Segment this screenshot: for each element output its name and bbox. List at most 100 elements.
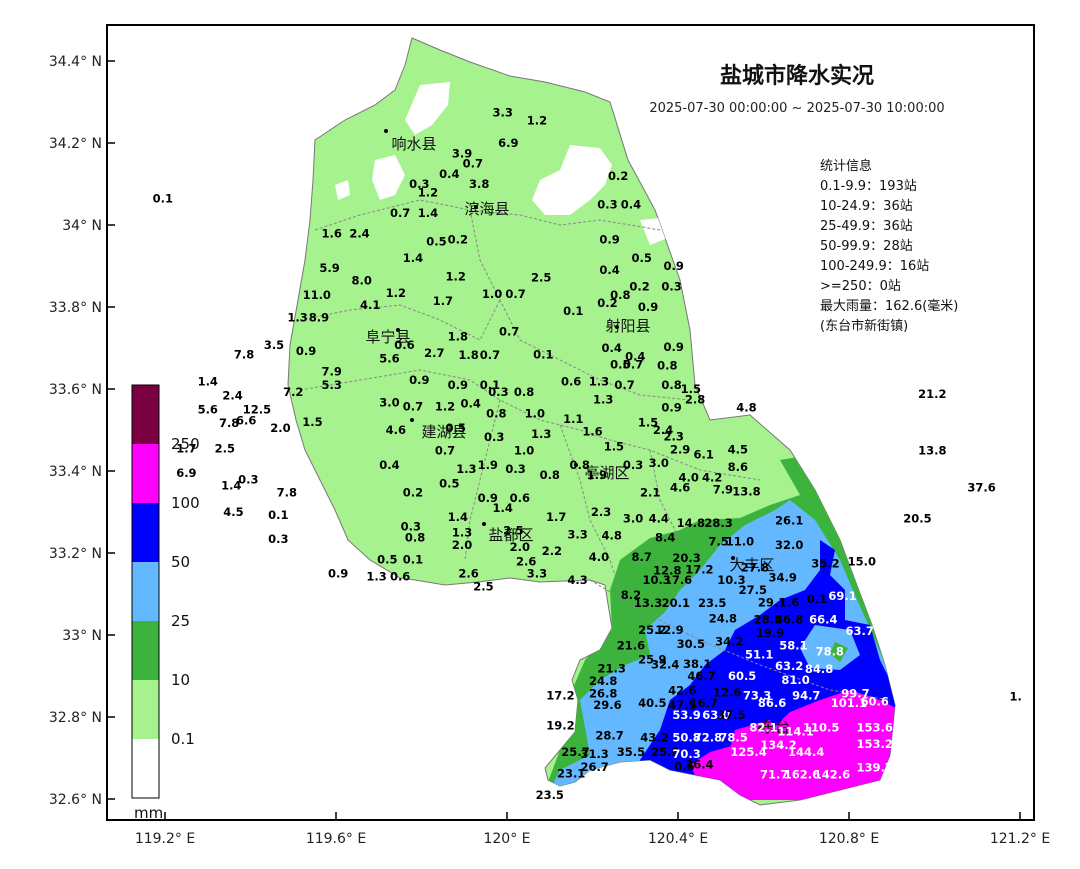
county-seat-dot — [574, 463, 578, 467]
station-value: 50.8 — [672, 731, 700, 745]
station-value: 1.0 — [525, 407, 545, 421]
station-value: 6.9 — [498, 136, 518, 150]
station-value: 5.9 — [319, 261, 339, 275]
station-value: 23.5 — [536, 788, 564, 802]
no-rain-patch — [405, 82, 450, 135]
station-value: 1.8 — [458, 348, 478, 362]
lat-tick-label: 34.4° N — [49, 54, 102, 70]
station-value: 3.3 — [567, 528, 587, 542]
station-value: 4.6 — [386, 423, 406, 437]
color-legend: 250 100 50 25 10 0.1 mm — [131, 384, 200, 822]
legend-label: 50 — [171, 553, 190, 571]
station-value: 0.2 — [597, 296, 617, 310]
stats-line: 10-24.9：36站 — [820, 199, 913, 214]
legend-unit: mm — [134, 804, 163, 822]
lat-tick-label: 33.4° N — [49, 464, 102, 480]
county-seat-dot — [384, 129, 388, 133]
county-seat-dot — [758, 726, 762, 730]
station-value: 1.3 — [287, 310, 307, 324]
station-value: 16.7 — [689, 696, 717, 710]
station-value: 0.8 — [657, 358, 677, 372]
county-seat-dot — [482, 522, 486, 526]
station-value: 2.5 — [503, 524, 523, 538]
station-value: 101.1 — [831, 696, 867, 710]
lat-tick-label: 33° N — [62, 628, 102, 644]
station-value: 28.5 — [754, 613, 782, 627]
station-value: 0.8 — [610, 288, 630, 302]
station-value: 0.9 — [638, 300, 658, 314]
station-value: 25.2 — [638, 623, 666, 637]
map-title: 盐城市降水实况 — [720, 63, 874, 89]
station-value: 3.3 — [527, 567, 547, 581]
station-value: 30.5 — [677, 637, 705, 651]
station-value: 1.5 — [638, 416, 658, 430]
station-value: 0.8 — [540, 468, 560, 482]
station-value: 0.2 — [608, 169, 628, 183]
legend-label: 100 — [171, 494, 200, 512]
station-value: 0.7 — [435, 444, 455, 458]
station-value: 0.9 — [448, 378, 468, 392]
station-value: 2.3 — [591, 505, 611, 519]
station-value: 0.5 — [439, 476, 459, 490]
station-value: 26.7 — [580, 760, 608, 774]
station-value: 4.1 — [360, 298, 380, 312]
station-value: 0.3 — [268, 532, 288, 546]
station-value: 20.5 — [903, 511, 931, 525]
station-value: 0.7 — [463, 157, 483, 171]
rain-band-100-250 — [730, 720, 780, 752]
time-range: 2025-07-30 00:00:00 ~ 2025-07-30 10:00:0… — [649, 101, 944, 116]
station-value: 0.9 — [664, 259, 684, 273]
station-value: 37.6 — [967, 481, 995, 495]
station-value: 8.6 — [728, 460, 748, 474]
station-value: 0.6 — [390, 569, 410, 583]
station-value: 10.3 — [642, 573, 670, 587]
station-value: 0.3 — [597, 198, 617, 212]
station-value: 0.3 — [623, 458, 643, 472]
station-value: 78.8 — [816, 645, 844, 659]
station-value: 37.5 — [717, 708, 745, 722]
station-value: 0.8 — [661, 378, 681, 392]
station-value: 0.1 — [268, 508, 288, 522]
station-value: 86.6 — [758, 696, 786, 710]
legend-swatch — [132, 621, 159, 680]
station-value: 0.2 — [448, 232, 468, 246]
lat-tick-label: 32.6° N — [49, 792, 102, 808]
no-rain-patch — [532, 145, 612, 215]
station-value: 0.5 — [377, 552, 397, 566]
station-value: 1.3 — [593, 392, 613, 406]
station-value: 0.8 — [514, 385, 534, 399]
station-value: 0.7 — [499, 325, 519, 339]
station-value: 0.7 — [480, 348, 500, 362]
station-value: 42.6 — [668, 683, 696, 697]
station-value: 7.9 — [713, 483, 733, 497]
latitude-axis: 34.4° N 34.2° N 34° N 33.8° N 33.6° N 33.4° N… — [49, 54, 115, 808]
station-values: 3.31.26.93.90.70.43.80.31.21.40.70.10.20… — [153, 105, 1022, 802]
station-value: 2.4 — [653, 423, 673, 437]
station-value: 82.1 — [749, 720, 777, 734]
station-value: 17.6 — [664, 573, 692, 587]
lon-tick-label: 120.4° E — [648, 831, 708, 847]
station-value: 4.0 — [679, 470, 699, 484]
station-value: 7.8 — [219, 416, 239, 430]
stats-line: 25-49.9：36站 — [820, 219, 913, 234]
station-value: 4.6 — [670, 481, 690, 495]
county-label: 阜宁县 — [365, 328, 410, 346]
station-value: 1.8 — [448, 330, 468, 344]
station-value: 0.4 — [379, 458, 399, 472]
station-value: 0.6 — [561, 375, 581, 389]
station-value: 58.1 — [779, 638, 807, 652]
station-value: 4.8 — [736, 401, 756, 415]
county-seat-dot — [410, 418, 414, 422]
station-value: 144.4 — [788, 745, 824, 759]
station-value: 46.7 — [687, 669, 715, 683]
station-value: 0.6 — [394, 338, 414, 352]
station-value: 1.9 — [587, 468, 607, 482]
station-value: 0.8 — [405, 531, 425, 545]
station-value: 162.6 — [784, 768, 820, 782]
station-value: 24.8 — [709, 612, 737, 626]
lat-tick-label: 33.6° N — [49, 382, 102, 398]
station-value: 1.7 — [433, 294, 453, 308]
station-value: 0.2 — [629, 280, 649, 294]
station-value: 23.5 — [698, 596, 726, 610]
